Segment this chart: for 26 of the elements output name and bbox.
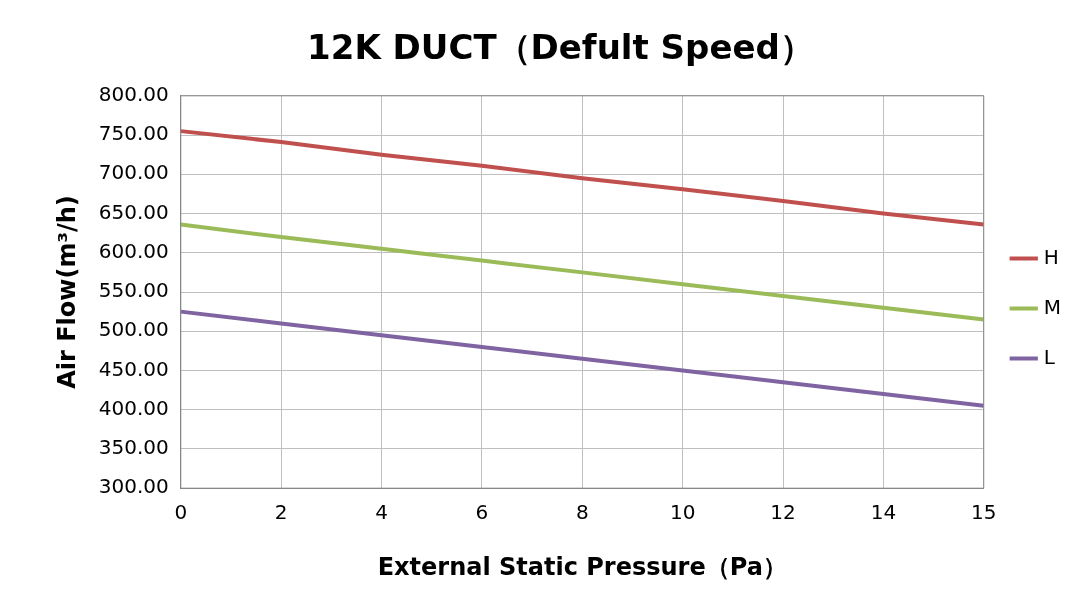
x-axis-title: External Static Pressure（Pa） (377, 552, 787, 581)
y-tick-label: 450.00 (98, 356, 169, 381)
y-tick-label: 350.00 (98, 435, 169, 460)
x-tick-label: 6 (475, 500, 489, 525)
y-tick-label: 600.00 (98, 238, 169, 263)
legend-label: H (1043, 244, 1059, 269)
y-tick-label: 400.00 (98, 395, 169, 420)
y-tick-label: 300.00 (98, 474, 169, 499)
x-tick-label: 14 (870, 500, 897, 525)
y-tick-label: 650.00 (98, 199, 169, 224)
x-tick-label: 4 (375, 500, 388, 525)
y-tick-label: 500.00 (98, 317, 169, 342)
x-tick-label: 10 (669, 500, 696, 525)
y-tick-label: 800.00 (98, 82, 169, 106)
legend-label: M (1043, 294, 1062, 319)
x-tick-label: 8 (575, 500, 589, 525)
y-tick-label: 750.00 (98, 121, 169, 146)
x-tick-label: 12 (770, 500, 796, 525)
y-tick-label: 700.00 (98, 160, 169, 185)
x-tick-label: 0 (174, 500, 188, 525)
chart-title: 12K DUCT（Defult Speed） (307, 27, 814, 68)
y-tick-label: 550.00 (98, 278, 169, 303)
legend-label: L (1043, 344, 1056, 369)
x-tick-label: 15 (971, 500, 997, 525)
x-tick-label: 2 (274, 500, 288, 525)
y-axis-title: Air Flow(m³/h) (52, 195, 81, 389)
